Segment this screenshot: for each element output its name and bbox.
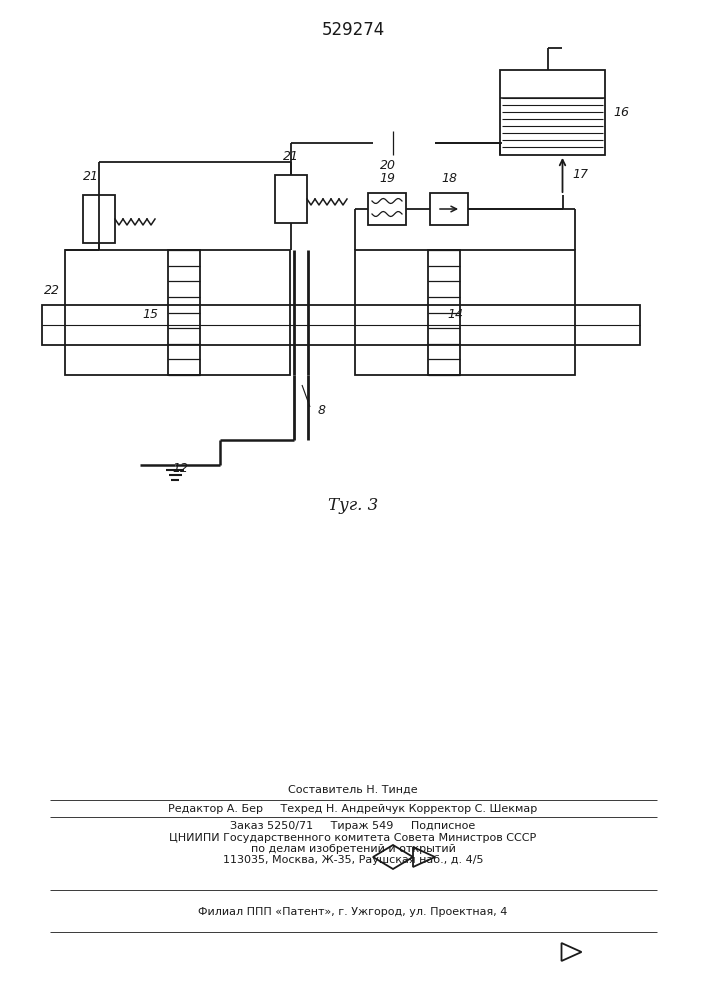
Text: 529274: 529274 [322, 21, 385, 39]
Text: 21: 21 [283, 150, 299, 163]
Text: 113035, Москва, Ж-35, Раушская наб., д. 4/5: 113035, Москва, Ж-35, Раушская наб., д. … [223, 855, 484, 865]
Text: 19: 19 [379, 172, 395, 185]
Polygon shape [373, 845, 413, 869]
Bar [368, 193, 406, 225]
Text: 17: 17 [573, 168, 588, 182]
Text: ЦНИИПИ Государственного комитета Совета Министров СССР: ЦНИИПИ Государственного комитета Совета … [170, 833, 537, 843]
Bar [500, 70, 605, 155]
Text: 14: 14 [447, 308, 463, 322]
Text: 8: 8 [318, 403, 326, 416]
Bar [42, 305, 640, 345]
Bar [65, 250, 290, 375]
Bar [83, 195, 115, 243]
Text: Заказ 5250/71     Тираж 549     Подписное: Заказ 5250/71 Тираж 549 Подписное [230, 821, 476, 831]
Text: Редактор А. Бер     Техред Н. Андрейчук Корректор С. Шекмар: Редактор А. Бер Техред Н. Андрейчук Корр… [168, 804, 537, 814]
Bar [168, 250, 200, 375]
Text: Τуг. 3: Τуг. 3 [328, 496, 378, 514]
Bar [430, 193, 468, 225]
Bar [428, 250, 460, 375]
Text: 12: 12 [172, 462, 188, 475]
Text: 16: 16 [613, 106, 629, 119]
Polygon shape [413, 847, 435, 867]
Text: 18: 18 [441, 172, 457, 185]
Text: Филиал ППП «Патент», г. Ужгород, ул. Проектная, 4: Филиал ППП «Патент», г. Ужгород, ул. Про… [198, 907, 508, 917]
Text: Составитель Н. Тинде: Составитель Н. Тинде [288, 785, 418, 795]
Text: 21: 21 [83, 170, 99, 183]
Text: 15: 15 [142, 308, 158, 322]
Text: по делам изобретений и открытий: по делам изобретений и открытий [250, 844, 455, 854]
Bar [355, 250, 575, 375]
Text: 22: 22 [44, 284, 60, 296]
Polygon shape [561, 943, 581, 961]
Bar [275, 175, 307, 223]
Text: 20: 20 [380, 159, 396, 172]
